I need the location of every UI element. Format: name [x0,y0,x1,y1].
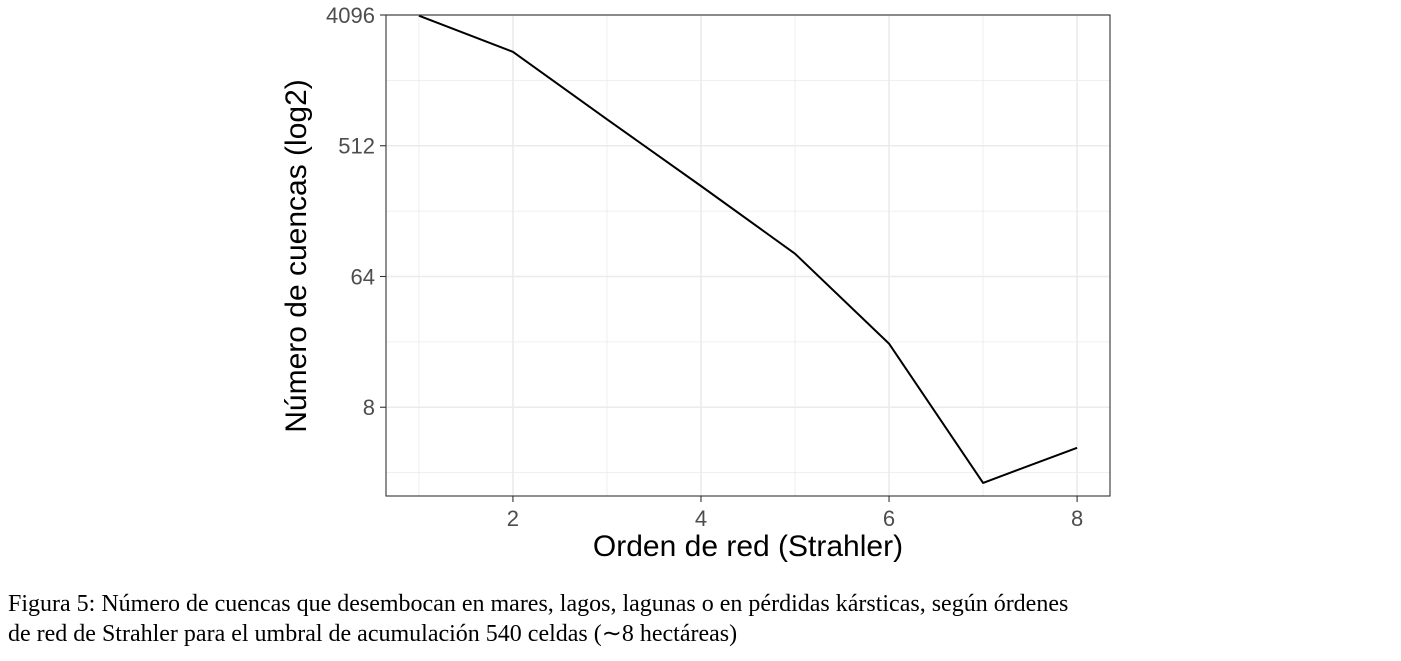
figure-caption: Figura 5: Número de cuencas que desemboc… [8,589,1398,649]
x-tick-label: 8 [1071,506,1083,531]
series-line [418,14,1078,484]
grid-minor [386,15,1110,496]
caption-line-2: de red de Strahler para el umbral de acu… [8,621,738,647]
axis-tick-labels: 2 4 6 8 8 64 512 4096 [326,3,1083,531]
y-tick-label: 512 [338,134,375,159]
y-tick-label: 8 [363,395,375,420]
y-axis-title: Número de cuencas (log2) [280,79,313,433]
x-tick-label: 2 [507,506,519,531]
caption-line-1: Figura 5: Número de cuencas que desemboc… [8,591,1069,617]
grid-major [386,14,1110,496]
x-tick-label: 6 [883,506,895,531]
x-axis-title: Orden de red (Strahler) [593,530,903,563]
axis-ticks [380,14,1078,502]
y-tick-label: 4096 [326,3,375,28]
series-layer [418,14,1078,484]
plot-panel-border [385,14,1111,497]
y-tick-label: 64 [351,264,375,289]
chart: 2 4 6 8 8 64 512 4096 Orden de red (Strahler) N… [280,3,1111,563]
x-tick-label: 4 [695,506,707,531]
